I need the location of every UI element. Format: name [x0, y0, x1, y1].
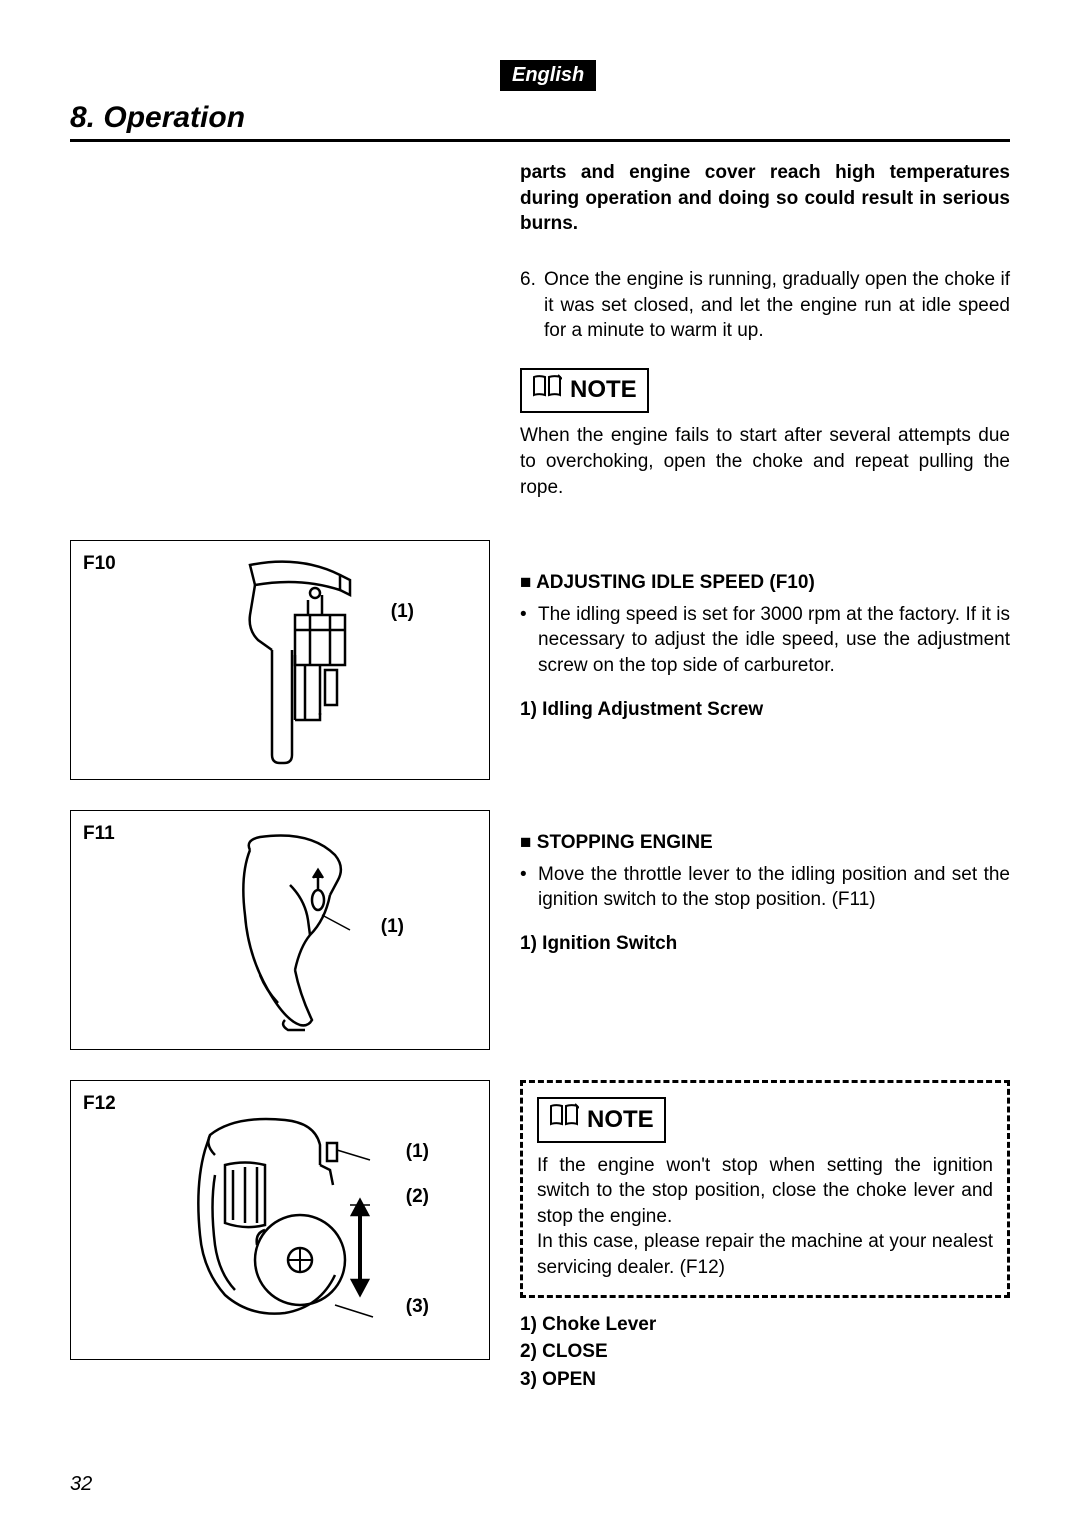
throttle-handle-diagram-icon [71, 811, 489, 1049]
engine-diagram-icon [71, 1081, 489, 1359]
figure-f12: F12 (1) (2) (3) [70, 1080, 490, 1360]
note-badge: NOTE [520, 368, 649, 413]
note-label: NOTE [570, 374, 637, 406]
dashed-note-box: NOTE If the engine won't stop when setti… [520, 1080, 1010, 1298]
f10-heading: ADJUSTING IDLE SPEED (F10) [520, 570, 1010, 596]
carburetor-diagram-icon [71, 541, 489, 779]
book-icon [532, 374, 562, 407]
page-number: 32 [70, 1473, 92, 1496]
f10-row: F10 (1) [70, 540, 1010, 780]
warning-text: parts and engine cover reach high temper… [520, 160, 1010, 237]
top-block: parts and engine cover reach high temper… [70, 160, 1010, 540]
f12-legend-2: 2) CLOSE [520, 1339, 1010, 1365]
figure-f10: F10 (1) [70, 540, 490, 780]
note-badge: NOTE [537, 1097, 666, 1142]
f10-bullet: The idling speed is set for 3000 rpm at … [520, 602, 1010, 679]
f12-row: F12 (1) (2) (3) [70, 1080, 1010, 1395]
item-text: Once the engine is running, gradually op… [544, 267, 1010, 344]
item-number: 6. [520, 267, 544, 344]
f11-row: F11 (1) STOPPING ENGINE Move t [70, 810, 1010, 1050]
f11-bullet: Move the throttle lever to the idling po… [520, 862, 1010, 913]
note-text: When the engine fails to start after sev… [520, 423, 1010, 500]
figure-f11: F11 (1) [70, 810, 490, 1050]
f10-legend-1: 1) Idling Adjustment Screw [520, 697, 1010, 723]
language-badge: English [500, 60, 596, 91]
list-item-6: 6. Once the engine is running, gradually… [520, 267, 1010, 344]
section-title: 8. Operation [70, 101, 1010, 142]
f12-legend-1: 1) Choke Lever [520, 1312, 1010, 1338]
note-label: NOTE [587, 1104, 654, 1136]
f12-legend-3: 3) OPEN [520, 1367, 1010, 1393]
note-text-2: In this case, please repair the machine … [537, 1229, 993, 1280]
f11-heading: STOPPING ENGINE [520, 830, 1010, 856]
f11-legend-1: 1) Ignition Switch [520, 931, 1010, 957]
book-icon [549, 1103, 579, 1136]
note-text-1: If the engine won't stop when setting th… [537, 1153, 993, 1230]
